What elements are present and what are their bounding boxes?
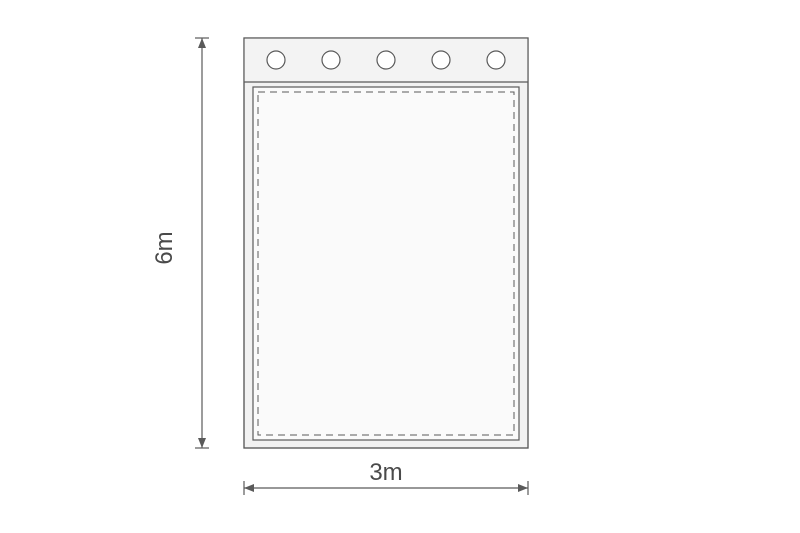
grommet-hole xyxy=(377,51,395,69)
grommet-hole xyxy=(487,51,505,69)
dim-label-width: 3m xyxy=(369,459,402,486)
diagram-root: 6m 3m xyxy=(0,0,800,533)
grommet-hole xyxy=(267,51,285,69)
technical-diagram: 6m 3m xyxy=(0,0,800,533)
dim-label-height: 6m xyxy=(151,231,178,264)
panel-inner xyxy=(253,87,519,440)
grommet-hole xyxy=(432,51,450,69)
grommet-hole xyxy=(322,51,340,69)
